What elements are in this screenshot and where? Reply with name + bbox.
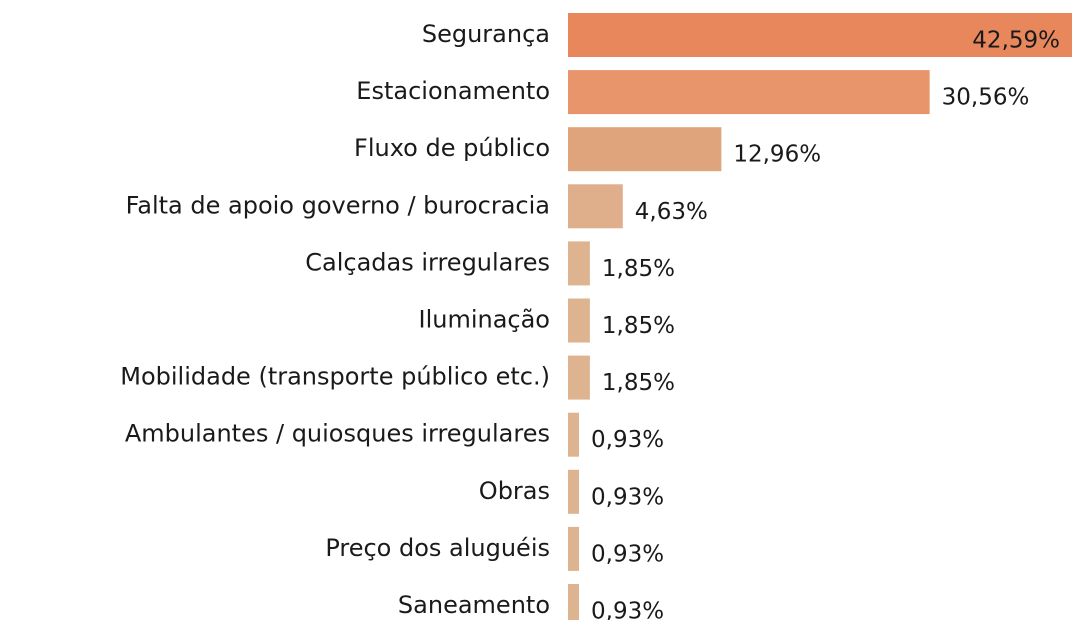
value-label: 0,93% [591, 484, 664, 510]
value-label: 1,85% [602, 370, 675, 396]
value-label: 30,56% [942, 85, 1030, 111]
value-label: 12,96% [733, 142, 821, 168]
bar [568, 355, 590, 400]
category-label: Calçadas irregulares [305, 248, 550, 276]
value-label: 42,59% [972, 28, 1060, 54]
value-label: 4,63% [635, 199, 708, 225]
bar [568, 70, 930, 115]
bar [568, 184, 623, 229]
value-label: 1,85% [602, 256, 675, 282]
value-label: 1,85% [602, 313, 675, 339]
bar [568, 526, 580, 571]
category-label: Ambulantes / quiosques irregulares [125, 420, 550, 448]
bar [568, 298, 590, 343]
value-label: 0,93% [591, 427, 664, 453]
bar [568, 584, 580, 620]
category-label: Mobilidade (transporte público etc.) [120, 363, 550, 391]
category-label: Saneamento [398, 591, 550, 619]
bar [568, 469, 580, 514]
category-label: Preço dos aluguéis [325, 534, 550, 562]
category-label: Segurança [422, 20, 550, 48]
value-label: 0,93% [591, 541, 664, 567]
bar [568, 412, 580, 457]
category-label: Estacionamento [356, 77, 550, 105]
category-label: Fluxo de público [354, 134, 550, 162]
category-label: Obras [479, 477, 550, 505]
bar [568, 13, 1072, 57]
category-label: Falta de apoio governo / burocracia [126, 191, 550, 219]
category-label: Iluminação [418, 306, 550, 334]
value-label: 0,93% [591, 599, 664, 620]
bar [568, 241, 590, 286]
bar [568, 127, 722, 172]
